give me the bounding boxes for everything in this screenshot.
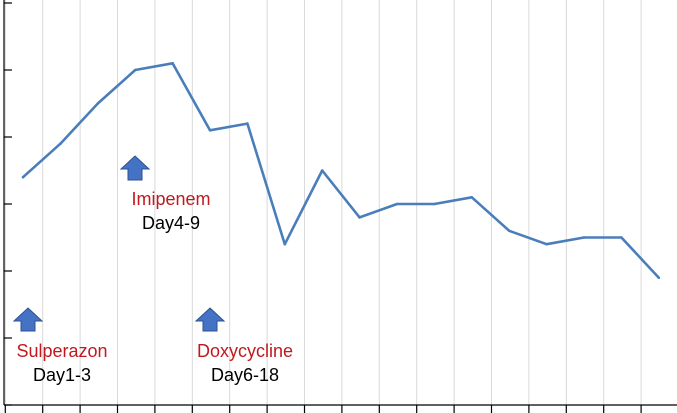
annotation-days-label: Day1-3 xyxy=(33,365,91,385)
annotation-drug-label: Doxycycline xyxy=(197,341,293,361)
data-point xyxy=(133,68,137,72)
data-point xyxy=(395,202,399,206)
data-point xyxy=(657,276,661,280)
data-point xyxy=(620,236,623,239)
vertical-gridlines xyxy=(4,0,642,405)
axes xyxy=(3,0,677,413)
annotation-doxycycline: Doxycycline Day6-18 xyxy=(194,307,293,385)
data-point xyxy=(358,216,361,219)
data-point xyxy=(545,242,548,246)
data-point xyxy=(246,122,249,125)
series-layer xyxy=(21,61,661,280)
annotation-imipenem: Imipenem Day4-9 xyxy=(119,155,211,233)
data-point xyxy=(283,242,287,246)
annotation-drug-label: Imipenem xyxy=(131,189,210,209)
annotation-sulperazon: Sulperazon Day1-3 xyxy=(12,307,108,385)
data-point xyxy=(96,102,100,105)
arrow-up-icon xyxy=(12,307,44,332)
series-line xyxy=(22,61,660,279)
annotation-days-label: Day4-9 xyxy=(142,213,200,233)
data-point xyxy=(208,129,212,132)
data-point xyxy=(507,229,511,233)
data-point xyxy=(59,142,62,145)
arrow-up-icon xyxy=(194,307,226,332)
arrow-up-icon xyxy=(119,155,151,181)
data-point xyxy=(582,236,586,239)
data-point xyxy=(171,62,174,65)
annotation-days-label: Day6-18 xyxy=(211,365,279,385)
data-point xyxy=(320,169,324,172)
data-point xyxy=(470,196,474,199)
annotation-drug-label: Sulperazon xyxy=(16,341,107,361)
data-point xyxy=(433,202,436,206)
data-point xyxy=(21,175,25,179)
